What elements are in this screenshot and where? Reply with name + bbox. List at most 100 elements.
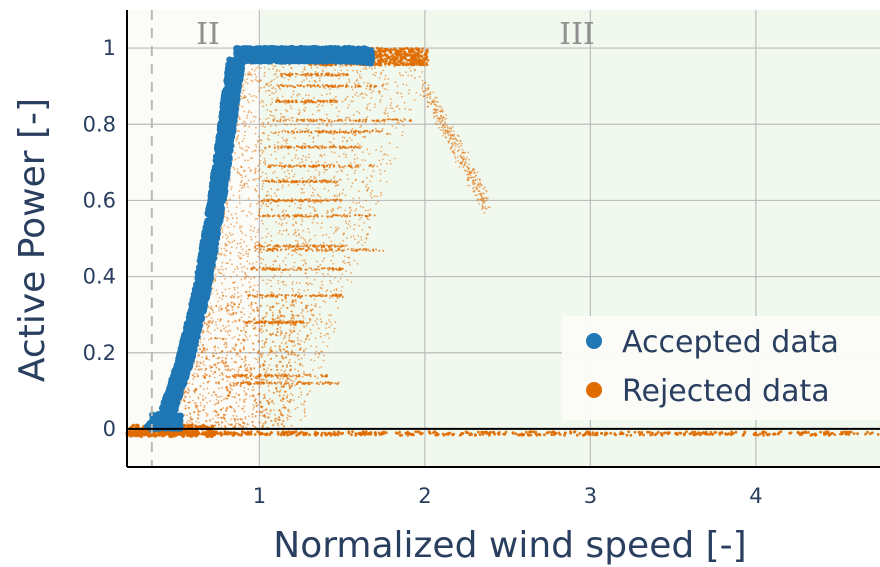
data-point — [277, 134, 280, 136]
data-point — [309, 373, 312, 376]
data-point — [351, 133, 354, 136]
data-point — [343, 73, 346, 75]
data-point — [240, 425, 243, 427]
data-point — [235, 375, 238, 377]
data-point — [373, 214, 376, 217]
data-point — [352, 247, 355, 250]
data-point — [275, 158, 277, 160]
data-point — [333, 244, 336, 247]
data-point — [260, 331, 263, 334]
data-point — [270, 209, 273, 212]
data-point — [367, 186, 370, 189]
data-point — [367, 248, 370, 251]
data-point — [376, 165, 379, 168]
data-point — [279, 120, 282, 123]
data-point — [237, 366, 240, 369]
data-point — [227, 423, 230, 425]
data-point — [250, 238, 253, 241]
data-point — [276, 248, 279, 251]
data-point — [266, 137, 269, 140]
data-point — [245, 381, 247, 384]
data-point — [271, 324, 274, 326]
data-point — [260, 123, 262, 126]
data-point — [340, 131, 343, 134]
data-point — [259, 67, 262, 69]
data-point — [239, 174, 242, 176]
data-point — [330, 151, 333, 153]
data-point — [215, 414, 217, 417]
data-point — [268, 416, 271, 419]
data-point — [283, 394, 285, 397]
data-point — [243, 361, 245, 363]
data-point — [436, 114, 438, 117]
data-point — [248, 290, 251, 293]
data-point — [368, 131, 371, 134]
data-point — [389, 162, 392, 165]
data-point — [243, 134, 246, 137]
data-point — [307, 289, 309, 291]
data-point — [220, 399, 223, 402]
data-point — [253, 382, 256, 385]
data-point — [238, 195, 241, 197]
data-point — [303, 165, 306, 168]
data-point — [415, 54, 419, 57]
data-point — [310, 215, 313, 218]
data-point — [277, 188, 280, 191]
data-point — [225, 262, 228, 265]
data-point — [192, 399, 194, 402]
data-point — [301, 80, 303, 83]
data-point — [293, 146, 296, 149]
data-point — [396, 104, 399, 107]
data-point — [256, 295, 259, 298]
data-point — [370, 91, 373, 94]
data-point — [292, 218, 295, 221]
data-point — [303, 354, 306, 356]
data-point — [258, 118, 261, 121]
data-point — [246, 393, 248, 396]
data-point — [368, 130, 371, 133]
data-point — [318, 109, 321, 112]
data-point — [287, 245, 289, 248]
data-point — [407, 53, 410, 57]
data-point — [285, 209, 287, 212]
data-point — [317, 164, 320, 167]
data-point — [304, 261, 306, 264]
data-point — [237, 171, 239, 174]
data-point — [325, 333, 328, 335]
data-point — [259, 248, 262, 250]
data-point — [315, 145, 318, 148]
data-point — [388, 61, 392, 65]
data-point — [268, 249, 271, 252]
data-point — [282, 209, 285, 212]
data-point — [294, 368, 296, 371]
data-point — [300, 394, 303, 396]
data-point — [341, 100, 344, 103]
data-point — [247, 252, 250, 255]
data-point — [236, 267, 239, 270]
data-point — [361, 159, 363, 161]
data-point — [243, 240, 246, 243]
data-point — [240, 358, 243, 360]
data-point — [380, 73, 382, 76]
data-point — [341, 215, 344, 218]
data-point — [336, 228, 339, 231]
data-point — [297, 242, 299, 245]
data-point — [317, 244, 320, 247]
data-point — [263, 74, 266, 77]
data-point — [253, 310, 256, 313]
data-point — [350, 236, 352, 238]
data-point — [358, 131, 360, 134]
data-point — [327, 215, 330, 218]
data-point — [258, 209, 261, 212]
data-point — [252, 408, 255, 410]
data-point — [325, 165, 328, 168]
data-point — [252, 424, 255, 427]
data-point — [254, 244, 257, 247]
data-point — [272, 119, 275, 122]
data-point — [328, 249, 331, 252]
data-point — [254, 357, 256, 360]
data-point — [343, 232, 345, 235]
data-point — [317, 294, 320, 297]
data-point — [323, 257, 325, 260]
data-point — [327, 163, 330, 166]
